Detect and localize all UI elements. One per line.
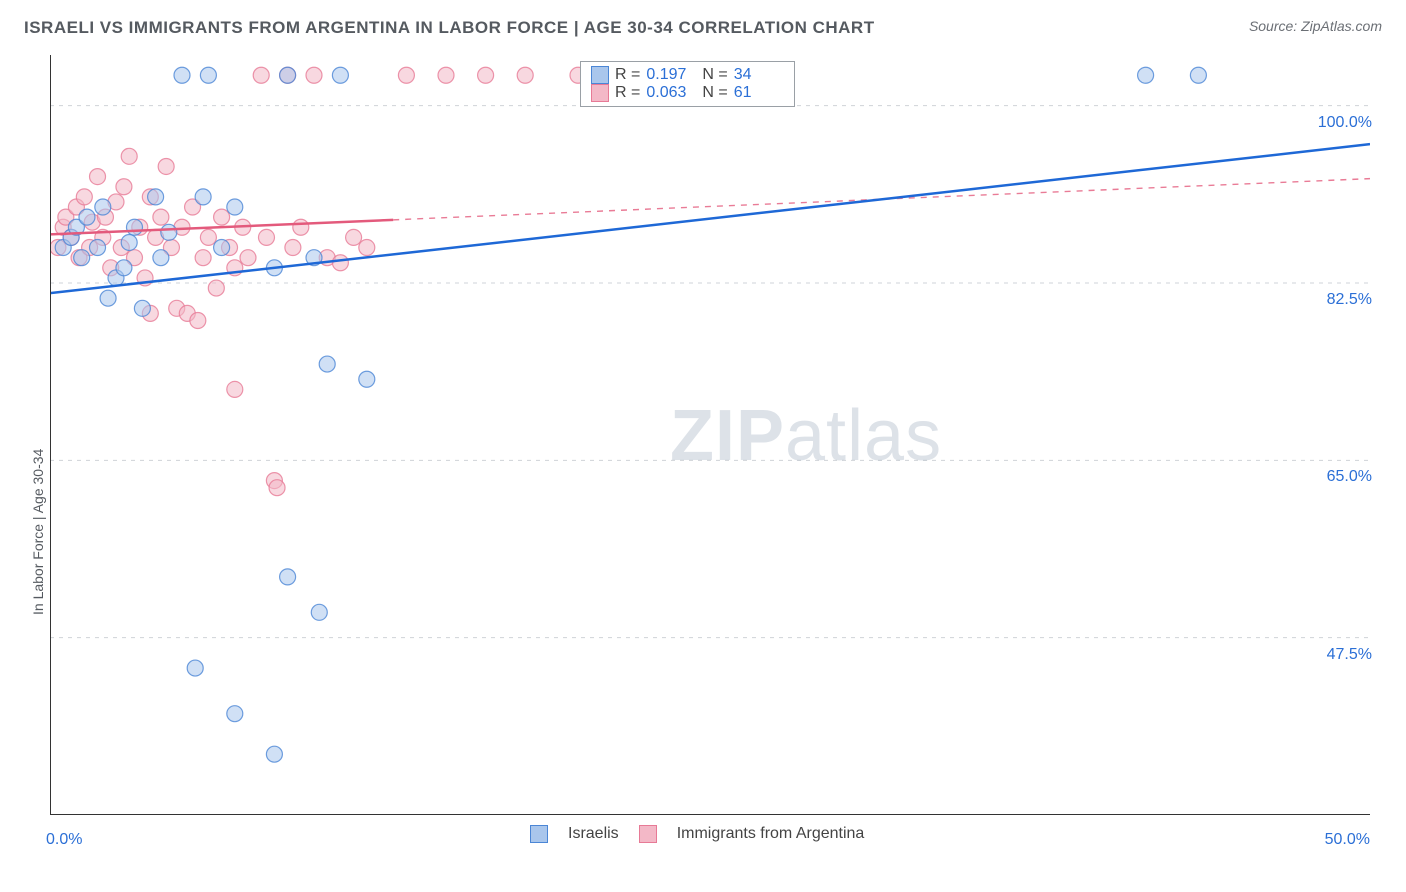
source-attribution: Source: ZipAtlas.com [1249,18,1382,34]
y-tick-label: 65.0% [1327,468,1372,486]
y-tick-label: 82.5% [1327,291,1372,309]
x-tick-label: 50.0% [1325,831,1370,849]
chart-title: ISRAELI VS IMMIGRANTS FROM ARGENTINA IN … [24,18,875,38]
x-tick-label: 0.0% [46,831,82,849]
y-axis-label: In Labor Force | Age 30-34 [30,449,46,615]
y-tick-label: 47.5% [1327,646,1372,664]
plot-container: In Labor Force | Age 30-34 ZIPatlas R = … [50,55,1370,815]
plot-border [50,55,1370,815]
legend-label-argentina: Immigrants from Argentina [677,825,865,843]
legend-swatch-pink [639,825,657,843]
legend-label-israelis: Israelis [568,825,619,843]
bottom-legend: Israelis Immigrants from Argentina [530,825,864,843]
y-tick-label: 100.0% [1318,114,1372,132]
legend-swatch-blue [530,825,548,843]
